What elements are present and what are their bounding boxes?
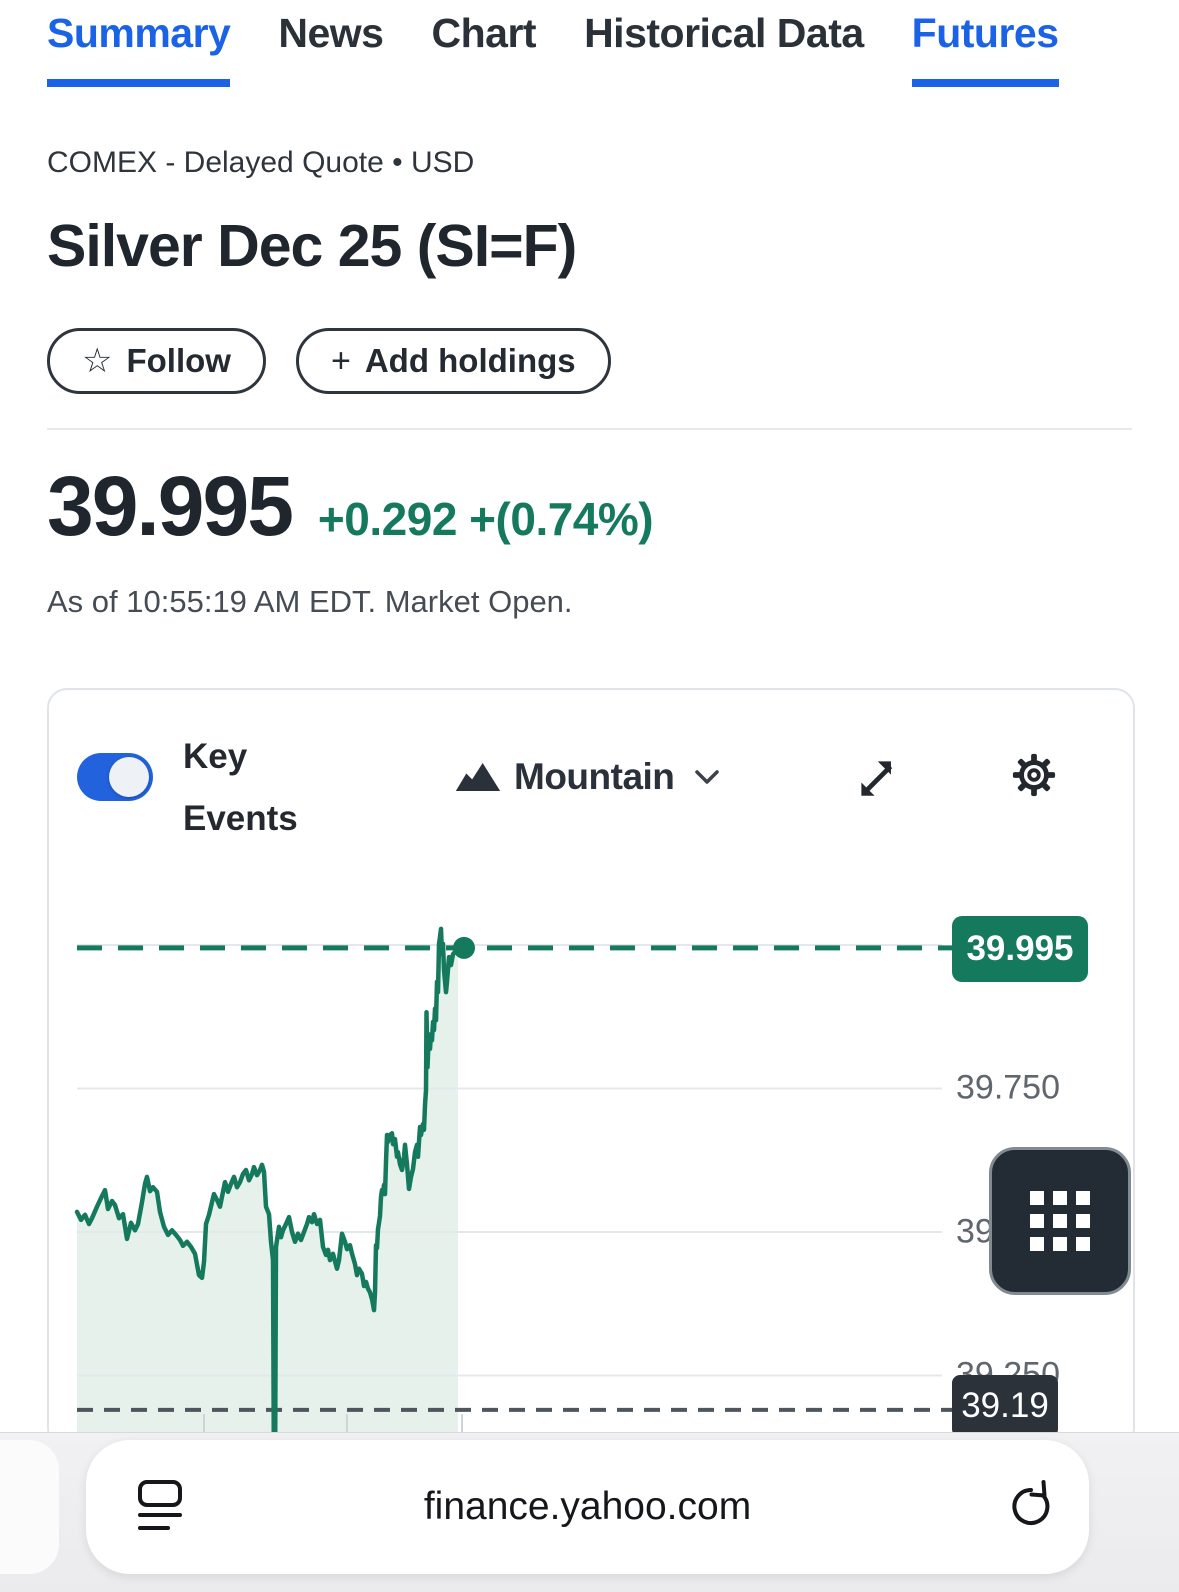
toggle-knob-icon: [109, 757, 149, 797]
page-title: Silver Dec 25 (SI=F): [47, 213, 577, 279]
section-divider: [47, 428, 1132, 430]
page-menu-icon[interactable]: [138, 1480, 182, 1534]
tab-chart[interactable]: Chart: [431, 10, 537, 56]
reload-icon[interactable]: [1007, 1478, 1055, 1530]
quote-actions: ☆ Follow + Add holdings: [47, 328, 611, 394]
chart-type-label: Mountain: [514, 756, 675, 797]
key-events-label: Key Events: [183, 737, 298, 838]
tab-summary[interactable]: Summary: [47, 10, 231, 87]
asof-status: As of 10:55:19 AM EDT. Market Open.: [47, 584, 573, 619]
mountain-icon: [455, 763, 501, 791]
adjacent-tab-stub[interactable]: [0, 1440, 59, 1574]
add-holdings-button[interactable]: + Add holdings: [295, 328, 611, 394]
previous-close-badge: 39.19: [952, 1375, 1058, 1437]
price-chart[interactable]: [49, 690, 1135, 1448]
chart-type-selector[interactable]: Mountain: [454, 756, 720, 798]
price-row: 39.995 +0.292 +(0.74%): [47, 458, 654, 555]
current-price-badge: 39.995: [952, 916, 1088, 982]
follow-button[interactable]: ☆ Follow: [47, 328, 266, 394]
price-change: +0.292 +(0.74%): [317, 493, 654, 545]
last-price: 39.995: [47, 459, 294, 553]
address-bar[interactable]: finance.yahoo.com: [86, 1440, 1089, 1574]
follow-label: Follow: [126, 342, 231, 379]
star-icon: ☆: [82, 342, 113, 380]
fullscreen-expand-button[interactable]: [855, 756, 901, 802]
url-text: finance.yahoo.com: [423, 1485, 752, 1528]
tab-historical-data[interactable]: Historical Data: [584, 10, 864, 56]
add-holdings-label: Add holdings: [364, 342, 576, 379]
chevron-down-icon: [695, 770, 720, 784]
quote-nav-tabs: Summary News Chart Historical Data Futur…: [0, 10, 1179, 87]
gear-icon[interactable]: [1011, 752, 1057, 798]
tab-futures[interactable]: Futures: [911, 10, 1059, 87]
y-axis-label-39750: 39.750: [956, 1068, 1060, 1107]
tab-news[interactable]: News: [278, 10, 384, 56]
plus-icon: +: [330, 341, 351, 380]
exchange-line: COMEX - Delayed Quote • USD: [47, 146, 475, 179]
browser-toolbar: finance.yahoo.com: [0, 1432, 1179, 1592]
key-events-toggle[interactable]: [77, 753, 153, 801]
chart-card: Key Events Mountain 39.750 39.500 39.250…: [47, 688, 1135, 1448]
chart-tools-grid-button[interactable]: [989, 1147, 1131, 1295]
